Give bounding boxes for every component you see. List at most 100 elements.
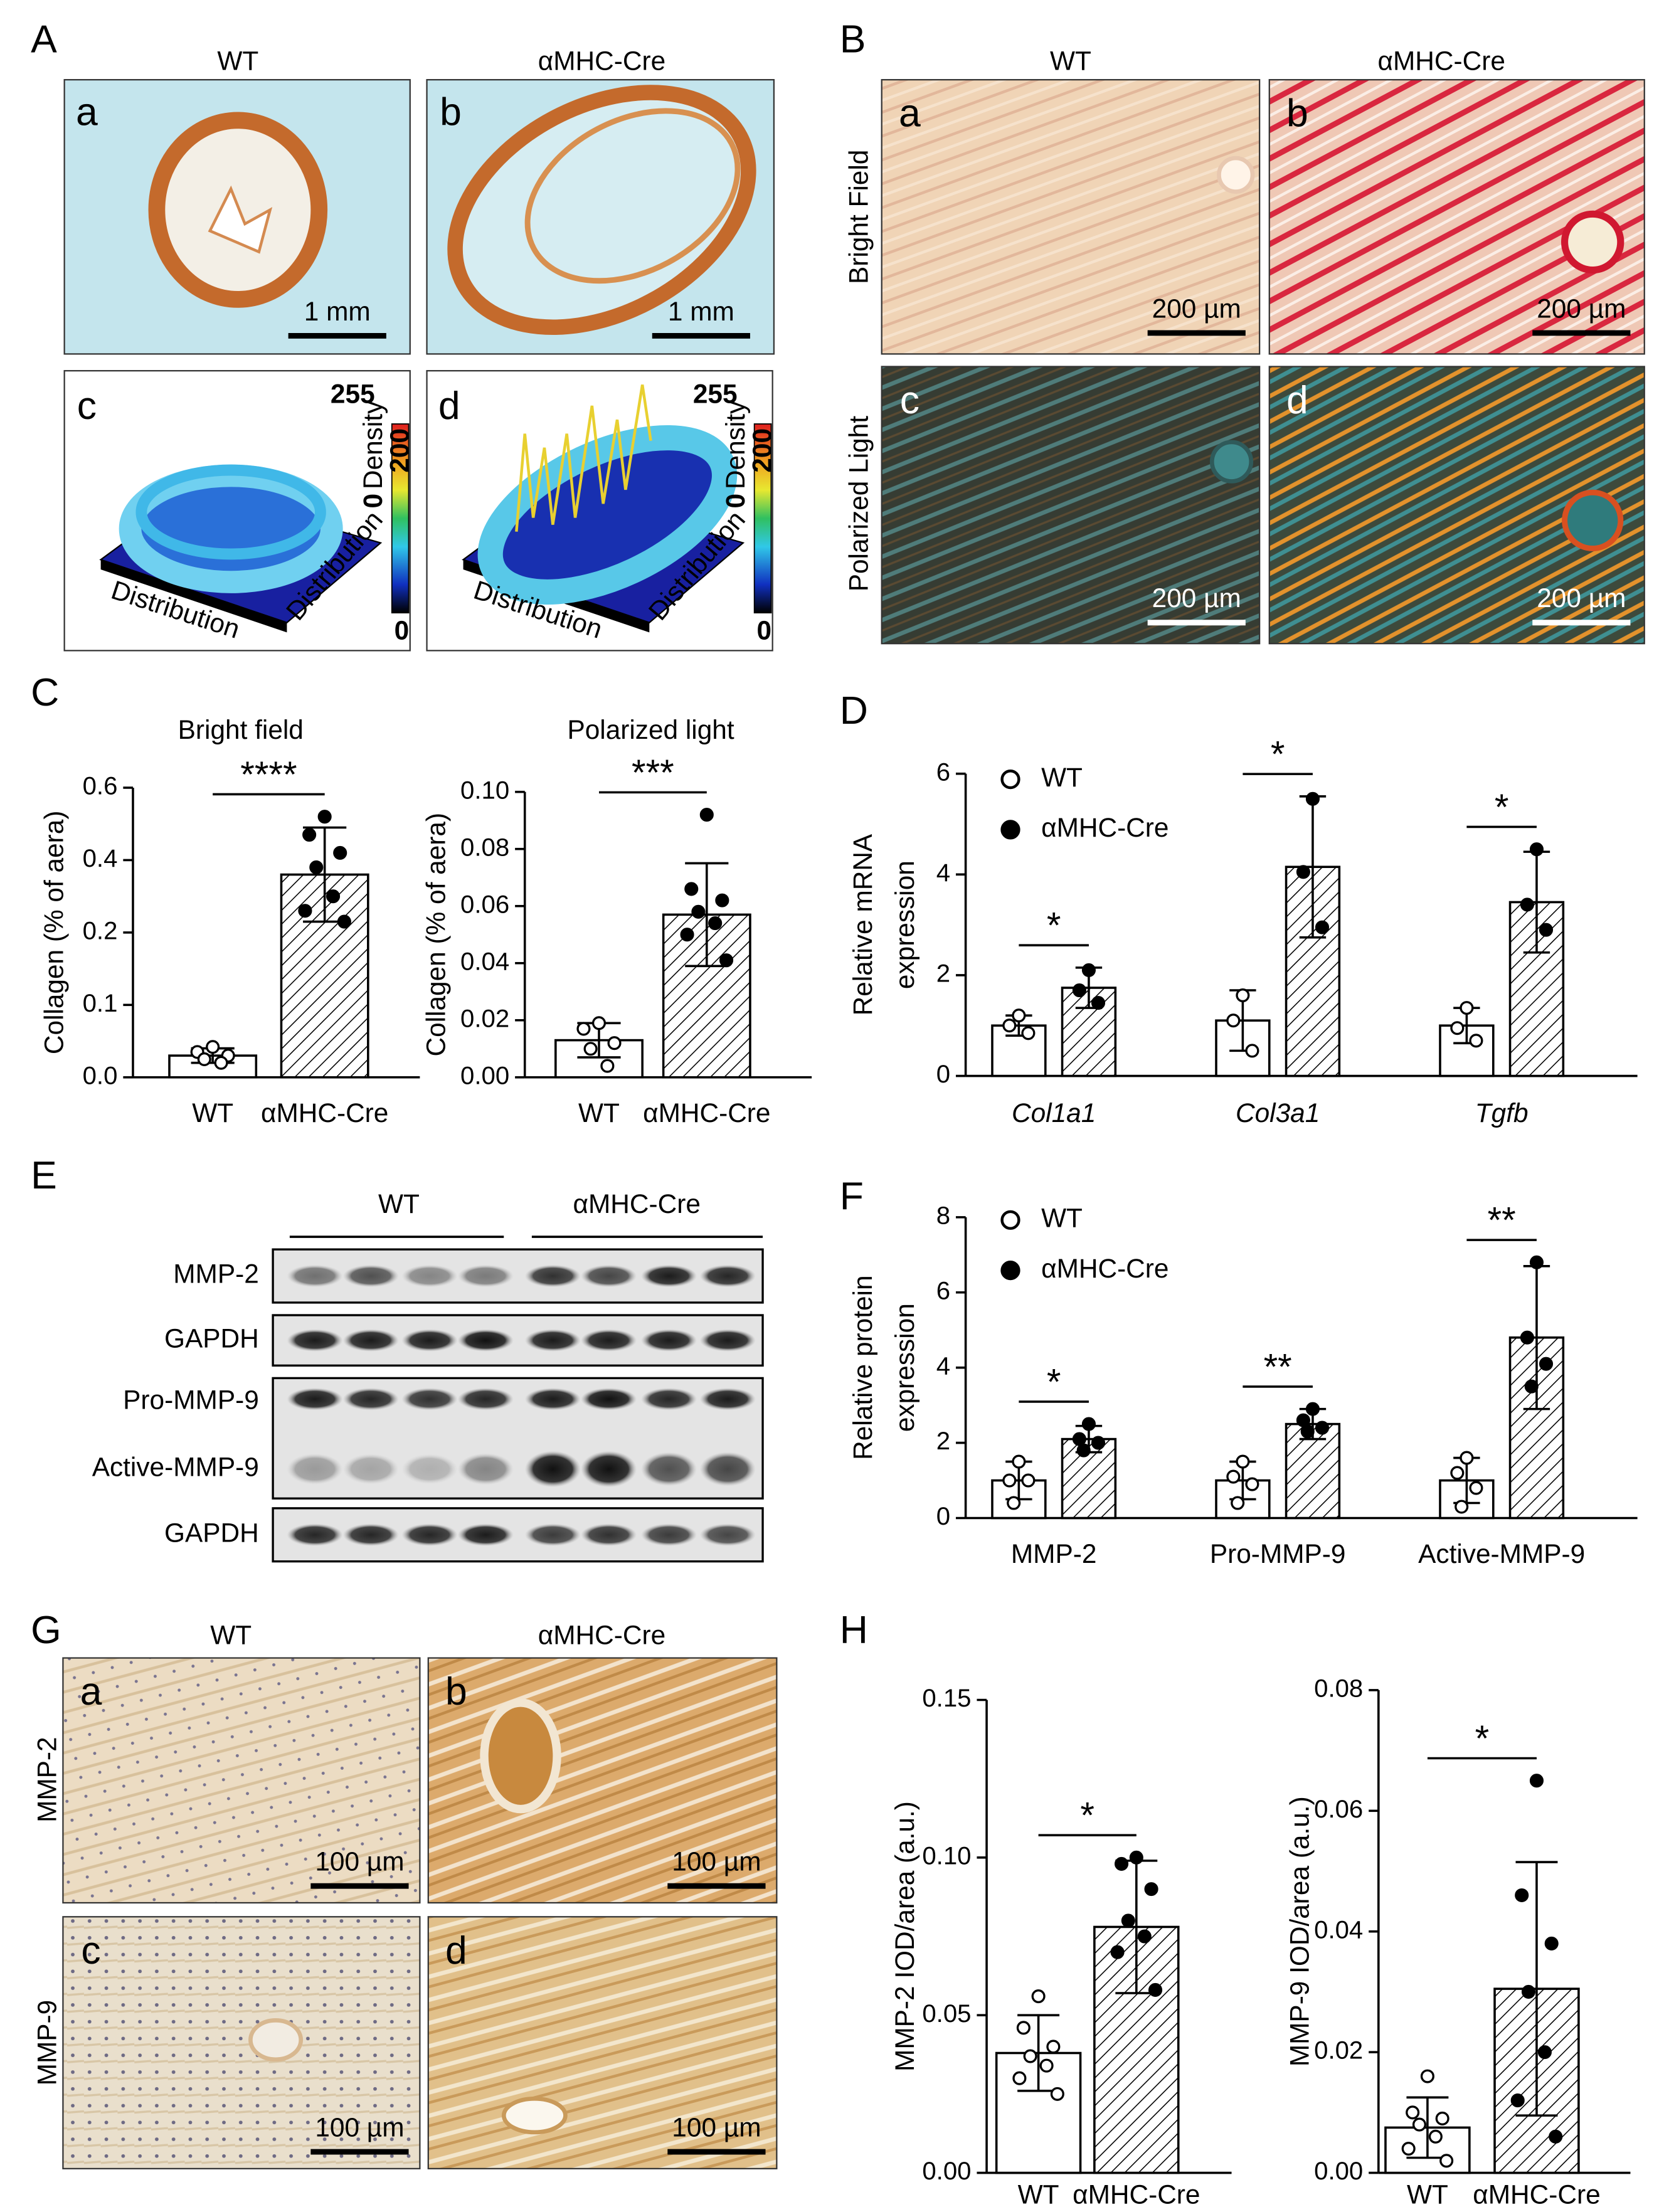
band	[640, 1452, 697, 1486]
significance: *	[1080, 1796, 1094, 1836]
data-point	[1455, 1500, 1469, 1514]
y-axis-label: MMP-9 IOD/area (a.u.)	[1285, 1796, 1314, 2066]
data-point	[333, 845, 347, 860]
band	[580, 1264, 637, 1288]
data-point	[1012, 2071, 1027, 2085]
band	[457, 1264, 514, 1288]
scale-bar-label: 200 µm	[1152, 583, 1241, 613]
column-label: WT	[210, 1620, 252, 1649]
data-point	[1002, 1473, 1017, 1488]
column-label: αMHC-Cre	[538, 1620, 665, 1649]
data-point	[1539, 1357, 1554, 1371]
data-point	[1300, 1424, 1315, 1439]
data-point	[1115, 1856, 1129, 1871]
band	[699, 1452, 756, 1486]
band	[524, 1388, 581, 1410]
row-label: Bright Field	[844, 150, 873, 284]
y-tick-label: 0.00	[1314, 2157, 1363, 2185]
vessel	[248, 2018, 304, 2062]
surface	[135, 464, 326, 560]
data-point	[1460, 1451, 1474, 1465]
band	[580, 1388, 637, 1410]
data-point	[326, 889, 341, 904]
legend-label: WT	[1041, 1204, 1083, 1233]
band	[287, 1453, 343, 1485]
legend-marker	[1000, 820, 1020, 840]
sublabel: a	[76, 90, 98, 134]
data-point	[1076, 1443, 1091, 1458]
data-point	[1148, 1982, 1163, 1998]
legend-label: αMHC-Cre	[1041, 1254, 1169, 1283]
colorbar-label: 200	[747, 428, 776, 473]
vessel	[1562, 489, 1624, 551]
vessel	[501, 2096, 568, 2135]
data-point	[1529, 842, 1544, 857]
data-point	[317, 810, 332, 824]
y-axis-label: Collagen (% of aera)	[421, 813, 451, 1057]
band	[457, 1523, 514, 1547]
panel-label: G	[31, 1608, 61, 1652]
sublabel: b	[440, 90, 462, 134]
band	[640, 1264, 697, 1288]
x-tick-label: WT	[578, 1098, 620, 1128]
bar	[1093, 1925, 1180, 2174]
x-tick-label: Pro-MMP-9	[1210, 1539, 1346, 1569]
row-label: GAPDH	[164, 1518, 259, 1547]
data-point	[1091, 1436, 1106, 1450]
colorbar-label: 0	[756, 616, 771, 645]
legend-label: WT	[1041, 763, 1083, 792]
data-point	[1450, 1466, 1465, 1480]
column-label: WT	[217, 46, 258, 76]
surface	[477, 425, 738, 605]
y-axis-label: Relative mRNA	[848, 833, 877, 1015]
band	[401, 1454, 458, 1484]
x-tick-label: αMHC-Cre	[1073, 2180, 1200, 2209]
data-point	[1296, 865, 1310, 879]
data-point	[1245, 1044, 1259, 1058]
chart-title: Polarized light	[567, 715, 734, 744]
data-point	[1544, 1936, 1559, 1950]
row-label: Polarized Light	[844, 416, 873, 592]
y-axis-label: Relative protein	[848, 1275, 877, 1459]
column-label: αMHC-Cre	[538, 46, 665, 76]
significance: *	[1475, 1718, 1490, 1759]
band	[580, 1523, 637, 1547]
band	[640, 1329, 697, 1352]
y-tick-label: 0.00	[922, 2157, 971, 2185]
y-tick-label: 0.02	[1314, 2036, 1363, 2065]
surface-side	[100, 559, 287, 633]
data-point	[1401, 2142, 1416, 2156]
band	[342, 1264, 399, 1288]
data-point	[1031, 1989, 1046, 2004]
legend-marker	[1000, 769, 1020, 790]
x-tick-label: Tgfb	[1475, 1098, 1529, 1128]
band	[699, 1264, 756, 1288]
y-tick-label: 0	[936, 1502, 950, 1530]
significance: *	[1495, 787, 1509, 828]
error-bar	[685, 862, 729, 968]
sublabel: c	[900, 378, 919, 422]
y-tick-label: 0.0	[83, 1061, 118, 1089]
data-point	[684, 882, 699, 896]
data-point	[719, 953, 734, 968]
colorbar-label: 0	[395, 616, 410, 645]
legend-marker	[1000, 1261, 1020, 1281]
micrograph	[427, 1916, 778, 2169]
data-point	[1510, 2093, 1525, 2108]
band	[401, 1523, 458, 1547]
scale-bar-label: 100 µm	[672, 2113, 761, 2142]
sublabel: a	[80, 1670, 102, 1713]
tissue	[208, 185, 273, 254]
band	[287, 1523, 343, 1547]
y-tick-label: 0.06	[1314, 1795, 1363, 1823]
y-tick-label: 0.08	[460, 833, 509, 861]
row-label: Active-MMP-9	[92, 1453, 259, 1482]
data-point	[1091, 996, 1106, 1010]
data-point	[1129, 1850, 1143, 1865]
y-tick-label: 0.2	[83, 916, 118, 945]
data-point	[1226, 1469, 1241, 1484]
band	[699, 1329, 756, 1352]
legend-label: αMHC-Cre	[1041, 813, 1169, 842]
band	[401, 1388, 458, 1410]
data-point	[214, 1056, 228, 1070]
